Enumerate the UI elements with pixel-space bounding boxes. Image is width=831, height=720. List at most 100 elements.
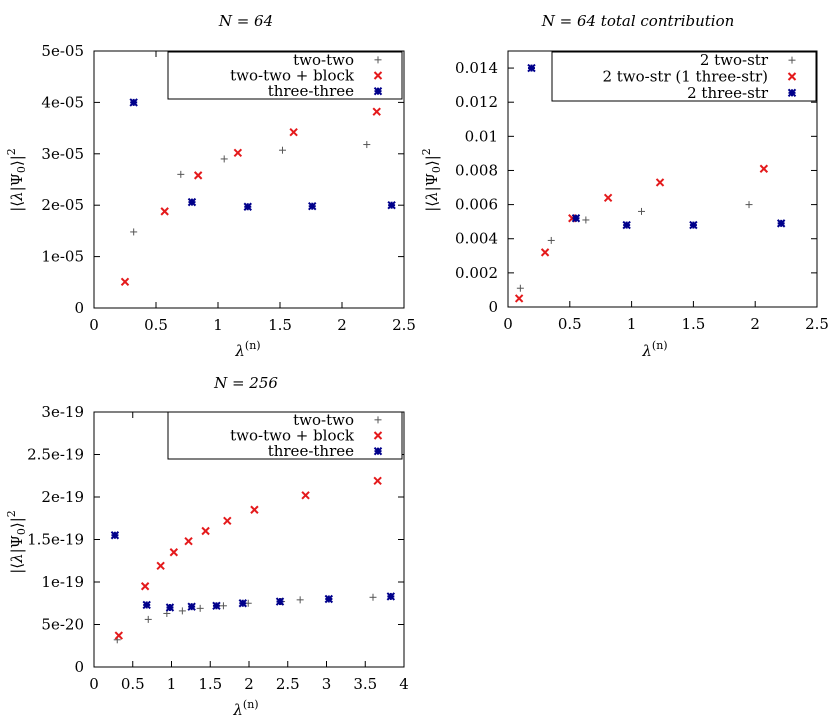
data-point-plus xyxy=(516,284,524,292)
chart-n64-total: N = 64 total contribution 0 0.5 1 1.5 2 2.5 0 0… xyxy=(420,12,829,360)
y-tick-label: 2e-19 xyxy=(41,488,84,506)
data-point-star xyxy=(187,602,196,611)
y-tick-label: 0.012 xyxy=(455,93,498,111)
x-tick-label: 0.5 xyxy=(144,316,168,334)
legend-marker-cross xyxy=(373,431,383,440)
legend-label: two-two xyxy=(293,51,354,69)
y-axis-label: |⟨λ|Ψ0⟩|2 xyxy=(5,510,28,574)
data-point-cross xyxy=(193,171,203,180)
data-point-star xyxy=(142,600,151,610)
x-tick-label: 1 xyxy=(213,316,223,334)
plot-frame xyxy=(507,50,818,308)
chart-title: N = 64 xyxy=(218,12,273,30)
legend-marker-plus xyxy=(788,56,796,64)
y-tick-label: 1.5e-19 xyxy=(27,531,84,549)
y-tick-label: 3e-05 xyxy=(41,145,84,163)
data-point-star xyxy=(527,63,536,73)
x-tick-label: 3 xyxy=(322,675,332,693)
data-point-star xyxy=(776,219,786,228)
y-axis-label: |⟨λ|Ψ0⟩|2 xyxy=(5,148,28,212)
data-point-plus xyxy=(582,216,590,224)
x-tick-label: 2.5 xyxy=(805,315,829,333)
data-point-plus xyxy=(177,170,185,178)
y-tick-label: 2.5e-19 xyxy=(27,446,84,464)
legend-label: two-two + block xyxy=(230,427,355,445)
legend-label: 2 two-str (1 three-str) xyxy=(602,68,768,86)
x-tick-label: 2 xyxy=(750,315,760,333)
x-axis-label: λ(n) xyxy=(232,698,258,719)
chart-n256: N = 256 0 0.5 1 1.5 2 2.5 3 3.5 4 0 5e-20 1e-19 1.5e… xyxy=(5,374,409,719)
data-point-star xyxy=(187,197,197,207)
x-tick-label: 2 xyxy=(244,675,254,693)
data-point-star xyxy=(689,220,698,230)
y-tick-label: 0 xyxy=(74,658,84,676)
data-point-plus xyxy=(144,615,152,623)
x-tick-label: 2.5 xyxy=(392,316,416,334)
data-point-star xyxy=(275,597,285,606)
data-point-star xyxy=(243,202,252,211)
data-point-plus xyxy=(637,207,645,215)
data-point-cross xyxy=(250,505,259,514)
y-tick-label: 5e-05 xyxy=(41,42,84,60)
legend-label: two-two xyxy=(293,411,354,429)
y-tick-label: 3e-19 xyxy=(41,403,84,421)
legend xyxy=(167,51,403,100)
x-tick-label: 2.5 xyxy=(276,675,300,693)
data-point-cross xyxy=(540,248,550,257)
y-tick-label: 1e-19 xyxy=(41,573,84,591)
legend-label: 2 two-str xyxy=(700,51,769,69)
data-point-star xyxy=(129,98,138,107)
y-tick-label: 0.014 xyxy=(455,59,498,77)
y-tick-label: 0.004 xyxy=(455,230,498,248)
x-tick-label: 3.5 xyxy=(353,675,377,693)
y-tick-label: 0.006 xyxy=(455,196,498,214)
x-tick-label: 0.5 xyxy=(558,315,582,333)
data-point-plus xyxy=(220,155,228,163)
x-tick-label: 0 xyxy=(89,675,99,693)
data-point-cross xyxy=(603,193,613,202)
data-point-plus xyxy=(196,604,204,612)
data-point-cross xyxy=(169,548,179,557)
legend-marker-star xyxy=(373,446,383,456)
x-tick-label: 1.5 xyxy=(268,316,292,334)
y-axis-label: |⟨λ|Ψ0⟩|2 xyxy=(420,148,443,212)
data-point-cross xyxy=(372,107,381,116)
chart-title: N = 64 total contribution xyxy=(541,12,735,30)
data-point-cross xyxy=(301,491,310,500)
legend-marker-star xyxy=(787,88,797,98)
chart-n64: N = 64 0 0.5 1 1.5 2 2.5 0 1e-05 2e-05 3e-05 4e-05… xyxy=(5,12,416,360)
y-tick-label: 2e-05 xyxy=(41,196,84,214)
data-point-plus xyxy=(130,228,138,236)
x-tick-label: 1.5 xyxy=(681,315,705,333)
legend-label: three-three xyxy=(268,82,354,100)
x-tick-label: 1 xyxy=(627,315,637,333)
legend xyxy=(551,51,817,102)
data-point-plus xyxy=(296,596,304,604)
x-tick-label: 4 xyxy=(399,675,409,693)
data-point-cross xyxy=(184,536,193,546)
data-point-star xyxy=(165,603,175,612)
y-tick-label: 4e-05 xyxy=(41,93,84,111)
legend-marker-star xyxy=(373,86,383,96)
x-tick-label: 2 xyxy=(337,316,347,334)
y-tick-label: 0 xyxy=(74,299,84,317)
data-point-cross xyxy=(223,516,232,526)
data-point-plus xyxy=(278,146,286,154)
data-point-cross xyxy=(160,207,169,216)
legend-marker-plus xyxy=(374,416,382,424)
data-point-plus xyxy=(178,607,186,615)
data-point-star xyxy=(324,594,334,604)
data-point-cross xyxy=(759,164,769,173)
x-tick-label: 0 xyxy=(89,316,99,334)
data-point-cross xyxy=(156,561,165,571)
data-point-star xyxy=(571,214,581,223)
y-tick-label: 0 xyxy=(488,298,498,316)
data-point-plus xyxy=(369,593,377,601)
data-point-plus xyxy=(219,602,227,610)
data-point-star xyxy=(110,531,120,540)
data-point-star xyxy=(386,592,396,601)
y-tick-label: 0.008 xyxy=(455,161,498,179)
data-point-cross xyxy=(114,631,124,640)
data-point-star xyxy=(238,599,248,608)
x-tick-label: 1 xyxy=(167,675,177,693)
